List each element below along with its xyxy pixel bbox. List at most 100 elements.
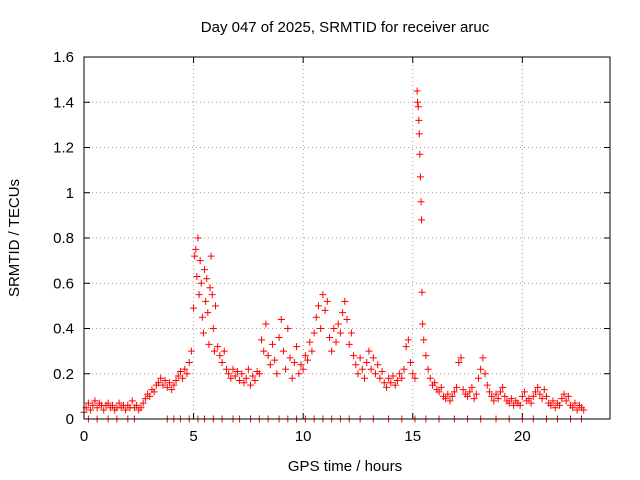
data-point xyxy=(483,381,491,389)
data-point xyxy=(325,334,333,342)
data-point xyxy=(306,338,314,346)
data-point xyxy=(240,379,248,387)
data-point xyxy=(271,356,279,364)
data-point xyxy=(420,336,428,344)
data-point xyxy=(562,397,570,405)
data-point xyxy=(209,325,217,332)
data-point xyxy=(161,377,169,385)
data-point xyxy=(378,367,386,375)
data-point xyxy=(174,372,182,380)
x-tick-labels: 0 5 10 15 20 xyxy=(80,428,531,445)
data-point xyxy=(199,329,207,337)
data-point xyxy=(580,406,588,414)
data-point xyxy=(288,374,296,382)
data-point xyxy=(190,304,198,312)
data-point xyxy=(227,374,235,382)
data-point xyxy=(104,399,112,407)
data-point xyxy=(268,340,276,348)
x-tick-label: 0 xyxy=(80,428,88,445)
data-point xyxy=(255,370,263,378)
data-point xyxy=(450,388,458,396)
data-point xyxy=(404,336,412,344)
data-point xyxy=(196,257,204,265)
data-point xyxy=(284,325,292,332)
data-point xyxy=(172,377,180,385)
data-point xyxy=(312,313,320,321)
data-point xyxy=(157,374,165,382)
data-point xyxy=(402,343,410,351)
data-point xyxy=(163,383,171,391)
data-point xyxy=(477,365,485,373)
data-point xyxy=(442,395,450,403)
data-point xyxy=(558,395,566,403)
data-point xyxy=(494,395,502,403)
data-point xyxy=(222,365,230,373)
data-point xyxy=(419,320,427,328)
data-point xyxy=(363,358,371,366)
data-point xyxy=(343,315,351,323)
data-point xyxy=(249,372,257,380)
data-point xyxy=(510,401,518,409)
data-point xyxy=(499,383,507,391)
data-point xyxy=(202,297,210,305)
data-point xyxy=(191,252,199,260)
data-point xyxy=(185,358,193,366)
data-point xyxy=(468,383,476,391)
data-point xyxy=(455,358,463,366)
data-point xyxy=(159,381,167,389)
data-point xyxy=(466,388,474,396)
data-point xyxy=(266,361,274,369)
data-point xyxy=(339,309,347,317)
data-point xyxy=(133,401,141,409)
data-point xyxy=(179,374,187,382)
data-point xyxy=(207,252,215,260)
data-point xyxy=(321,306,329,314)
data-point xyxy=(225,370,233,378)
data-point xyxy=(181,365,189,373)
y-tick-label: 0.6 xyxy=(53,275,74,292)
data-point xyxy=(218,358,226,366)
data-point xyxy=(308,347,316,355)
plot-frame xyxy=(83,56,611,420)
data-point xyxy=(192,245,200,253)
data-point xyxy=(411,374,419,382)
x-tick-label: 10 xyxy=(295,428,312,445)
data-point xyxy=(206,284,214,292)
x-axis-label: GPS time / hours xyxy=(288,458,402,475)
data-point xyxy=(197,279,205,287)
data-point xyxy=(168,386,176,394)
data-point xyxy=(531,388,539,396)
data-points xyxy=(80,87,588,423)
data-point xyxy=(100,406,108,414)
data-point xyxy=(369,354,377,362)
data-point xyxy=(244,365,252,373)
data-point xyxy=(251,377,259,385)
data-point xyxy=(444,390,452,398)
data-point xyxy=(264,352,272,360)
data-point xyxy=(389,372,397,380)
data-point xyxy=(260,347,268,355)
data-point xyxy=(220,347,228,355)
data-point xyxy=(183,370,191,378)
y-tick-label: 0.2 xyxy=(53,366,74,383)
y-axis-label: SRMTID / TECUs xyxy=(6,179,23,297)
data-point xyxy=(418,216,426,224)
data-point xyxy=(407,358,415,366)
data-point xyxy=(496,388,504,396)
data-point xyxy=(150,388,158,396)
data-point xyxy=(282,365,290,373)
data-point xyxy=(334,320,342,328)
data-point xyxy=(137,404,145,412)
data-point xyxy=(310,329,318,337)
x-tick-label: 15 xyxy=(404,428,421,445)
data-point xyxy=(354,370,362,378)
data-point xyxy=(560,390,568,398)
data-point xyxy=(464,392,472,400)
data-point xyxy=(356,354,364,362)
data-point xyxy=(426,374,434,382)
data-point xyxy=(233,367,241,375)
data-point xyxy=(328,347,336,355)
data-point xyxy=(87,406,95,414)
data-point xyxy=(525,395,533,403)
